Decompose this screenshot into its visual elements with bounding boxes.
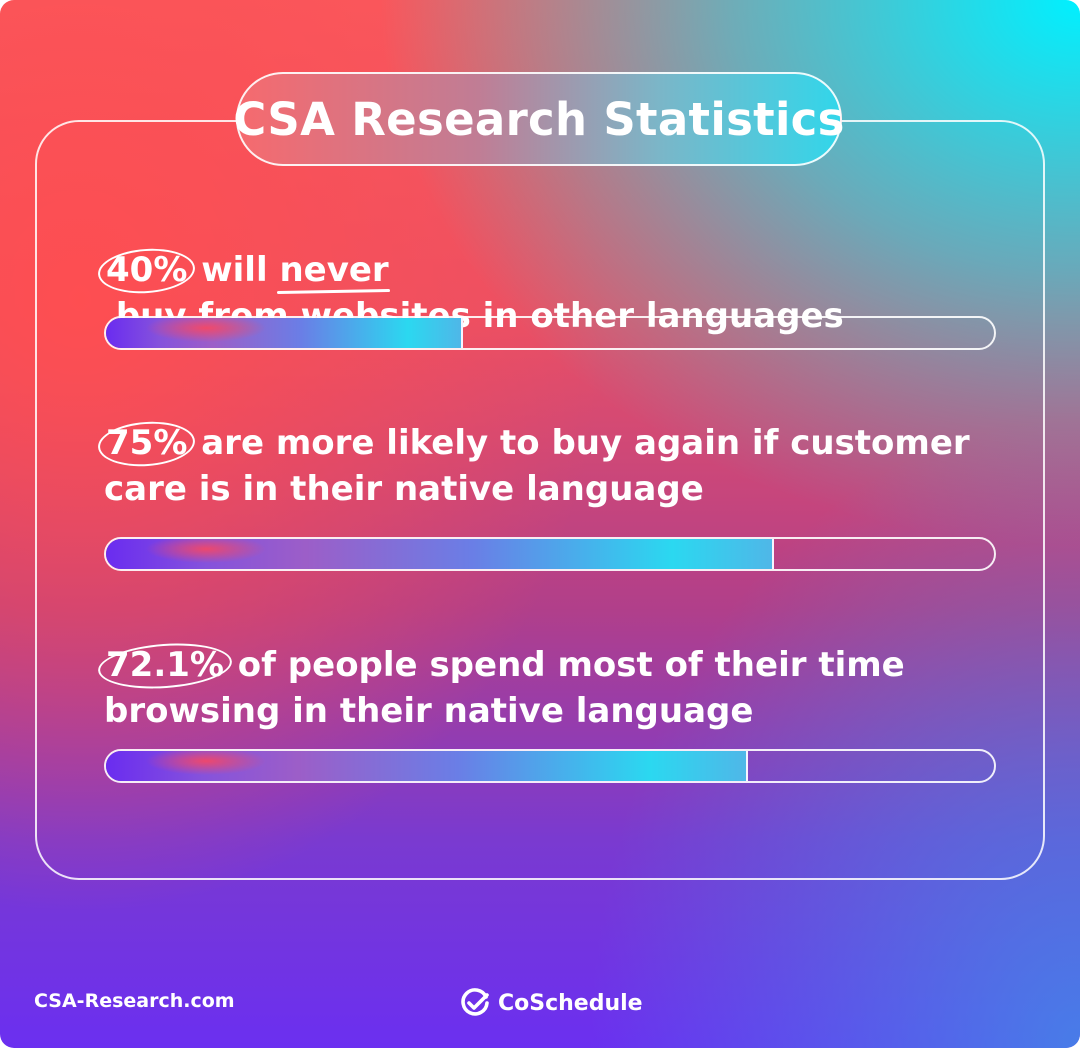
stat-3-percent: 72.1% (96, 639, 234, 693)
stat-2-progress-fill (106, 539, 774, 569)
stat-1-percent: 40% (96, 245, 197, 297)
source-link[interactable]: CSA-Research.com (34, 990, 235, 1012)
stat-2-progress-bar (104, 537, 996, 571)
page-title: CSA Research Statistics (233, 92, 845, 146)
stat-2-percent: 75% (96, 418, 197, 470)
stat-2-text: 75% are more likely to buy again if cust… (96, 418, 1004, 512)
title-pill: CSA Research Statistics (233, 72, 845, 166)
stat-2-body: are more likely to buy again if customer… (104, 423, 970, 509)
brand-name: CoSchedule (498, 990, 643, 1016)
stat-1-progress-bar (104, 316, 996, 350)
stat-3-body: of people spend most of their time brows… (104, 645, 905, 731)
stat-3: 72.1% of people spend most of their time… (96, 639, 1004, 734)
stat-1-text-a: will (189, 250, 280, 290)
brand-logo: CoSchedule (460, 988, 643, 1018)
stat-1-progress-fill (106, 318, 464, 348)
check-circle-icon (461, 988, 489, 1016)
stat-2: 75% are more likely to buy again if cust… (96, 418, 1004, 512)
stat-1-emphasis: never (277, 247, 391, 294)
stat-3-text: 72.1% of people spend most of their time… (96, 639, 1004, 734)
stat-3-progress-bar (104, 749, 996, 783)
stat-3-progress-fill (106, 751, 749, 781)
hand-drawn-underline (277, 289, 391, 294)
